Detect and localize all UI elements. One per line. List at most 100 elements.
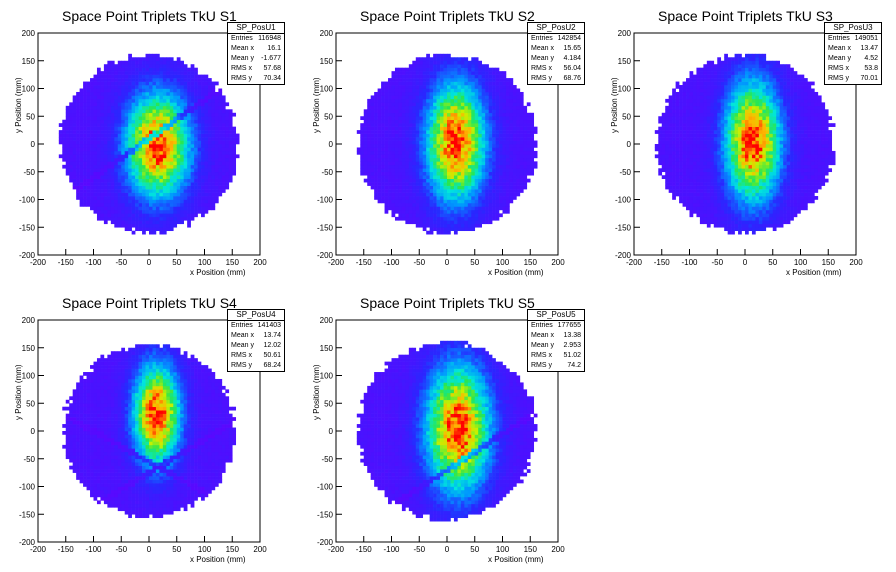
heatmap-cell (214, 105, 219, 110)
heatmap-cell (183, 206, 188, 211)
heatmap-cell (682, 133, 687, 138)
heatmap-cell (443, 161, 448, 166)
heatmap-cell (706, 175, 711, 179)
heatmap-cell (169, 185, 174, 190)
heatmap-cell (388, 144, 392, 148)
heatmap-cell (703, 157, 708, 162)
heatmap-cell (110, 85, 115, 89)
y-tick-label: 150 (320, 57, 334, 66)
heatmap-cell (419, 182, 424, 186)
heatmap-cell (145, 164, 150, 169)
heatmap-cell (145, 133, 150, 138)
heatmap-cell (114, 147, 119, 152)
heatmap-cell (121, 171, 126, 176)
heatmap-cell (76, 123, 80, 127)
heatmap-cell (180, 95, 184, 100)
heatmap-cell (447, 175, 451, 179)
heatmap-cell (436, 78, 441, 82)
heatmap-cell (706, 216, 711, 221)
heatmap-cell (117, 67, 122, 72)
heatmap-cell (488, 178, 493, 183)
heatmap-cell (699, 213, 704, 218)
heatmap-cell (682, 147, 687, 152)
heatmap-cell (401, 74, 406, 79)
heatmap-cell (194, 74, 198, 79)
heatmap-cell (696, 130, 701, 134)
heatmap-cell (689, 150, 694, 155)
heatmap-cell (460, 144, 465, 148)
heatmap-cell (696, 189, 701, 193)
heatmap-cell (360, 150, 365, 155)
heatmap-cell (86, 161, 91, 166)
heatmap-cell (83, 154, 87, 159)
heatmap-cell (661, 164, 666, 169)
heatmap-cell (453, 105, 458, 110)
heatmap-cell (661, 126, 666, 131)
heatmap-cell (155, 157, 160, 162)
heatmap-cell (173, 64, 178, 68)
heatmap-cell (516, 88, 521, 93)
heatmap-cell (440, 185, 444, 190)
heatmap-cell (720, 150, 725, 155)
heatmap-cell (374, 116, 378, 121)
heatmap-cell (426, 168, 430, 173)
heatmap-cell (478, 74, 482, 79)
heatmap-cell (433, 81, 437, 86)
heatmap-cell (166, 175, 171, 179)
heatmap-cell (488, 67, 493, 72)
heatmap-cell (93, 154, 98, 159)
heatmap-cell (194, 157, 198, 162)
heatmap-cell (675, 123, 680, 127)
heatmap-cell (145, 102, 150, 107)
heatmap-cell (412, 64, 417, 68)
heatmap-cell (204, 85, 209, 89)
heatmap-cell (523, 157, 528, 162)
heatmap-cell (419, 137, 424, 141)
heatmap-cell (183, 161, 188, 166)
heatmap-cell (679, 123, 683, 127)
heatmap-cell (190, 71, 195, 75)
heatmap-cell (474, 78, 479, 82)
heatmap-cell (381, 126, 385, 131)
heatmap-cell (228, 144, 233, 148)
heatmap-cell (187, 137, 191, 141)
heatmap-cell (152, 220, 157, 225)
heatmap-cell (180, 64, 184, 68)
heatmap-cell (201, 112, 205, 117)
heatmap-cell (121, 137, 126, 141)
heatmap-cell (83, 182, 87, 186)
heatmap-cell (478, 109, 482, 114)
heatmap-cell (408, 95, 413, 100)
heatmap-cell (176, 144, 181, 148)
heatmap-cell (436, 185, 441, 190)
heatmap-cell (447, 168, 451, 173)
heatmap-cell (90, 95, 94, 100)
heatmap-cell (505, 164, 510, 169)
heatmap-cell (103, 209, 108, 214)
heatmap-cell (128, 78, 132, 82)
heatmap-cell (478, 157, 482, 162)
heatmap-cell (166, 185, 171, 190)
heatmap-cell (492, 95, 496, 100)
heatmap-cell (173, 223, 178, 228)
heatmap-cell (419, 133, 424, 138)
heatmap-cell (169, 109, 174, 114)
heatmap-cell (197, 157, 202, 162)
heatmap-cell (76, 112, 80, 117)
heatmap-cell (110, 98, 115, 103)
heatmap-cell (505, 209, 510, 214)
heatmap-cell (679, 88, 683, 93)
heatmap-cell (367, 175, 371, 179)
heatmap-cell (204, 102, 209, 107)
heatmap-cell (724, 157, 728, 162)
heatmap-cell (460, 199, 465, 204)
heatmap-cell (436, 64, 441, 68)
heatmap-cell (436, 88, 441, 93)
heatmap-cell (370, 126, 375, 131)
heatmap-cell (665, 140, 669, 145)
heatmap-cell (485, 130, 489, 134)
heatmap-cell (214, 147, 219, 152)
heatmap-cell (710, 209, 715, 214)
heatmap-cell (166, 178, 171, 183)
heatmap-cell (720, 78, 725, 82)
